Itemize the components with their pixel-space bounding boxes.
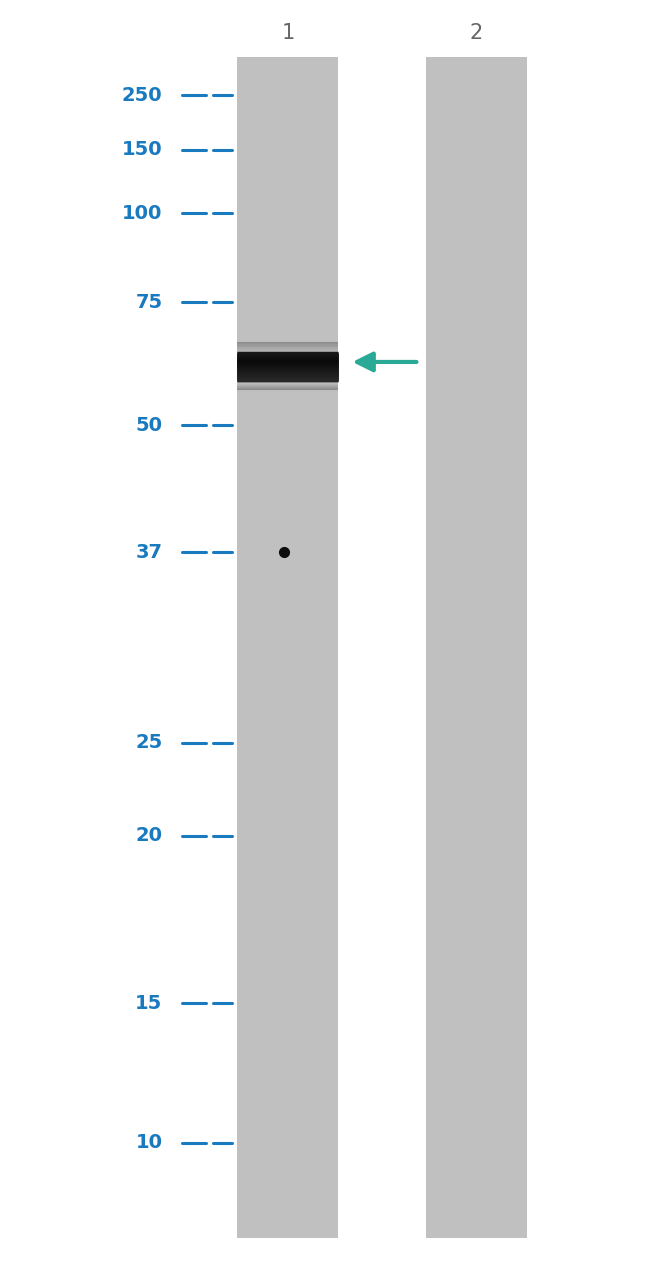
Text: 20: 20 (135, 827, 162, 845)
Text: 25: 25 (135, 734, 162, 752)
Text: 150: 150 (122, 141, 162, 159)
Bar (426, 57, 526, 1238)
Text: 10: 10 (135, 1134, 162, 1152)
Text: 2: 2 (470, 23, 483, 43)
Text: 250: 250 (122, 86, 162, 104)
Text: 50: 50 (135, 417, 162, 434)
Text: 37: 37 (135, 544, 162, 561)
Text: 15: 15 (135, 994, 162, 1012)
Bar (237, 57, 338, 1238)
Text: 1: 1 (281, 23, 294, 43)
Text: 100: 100 (122, 204, 162, 222)
Text: 75: 75 (135, 293, 162, 311)
